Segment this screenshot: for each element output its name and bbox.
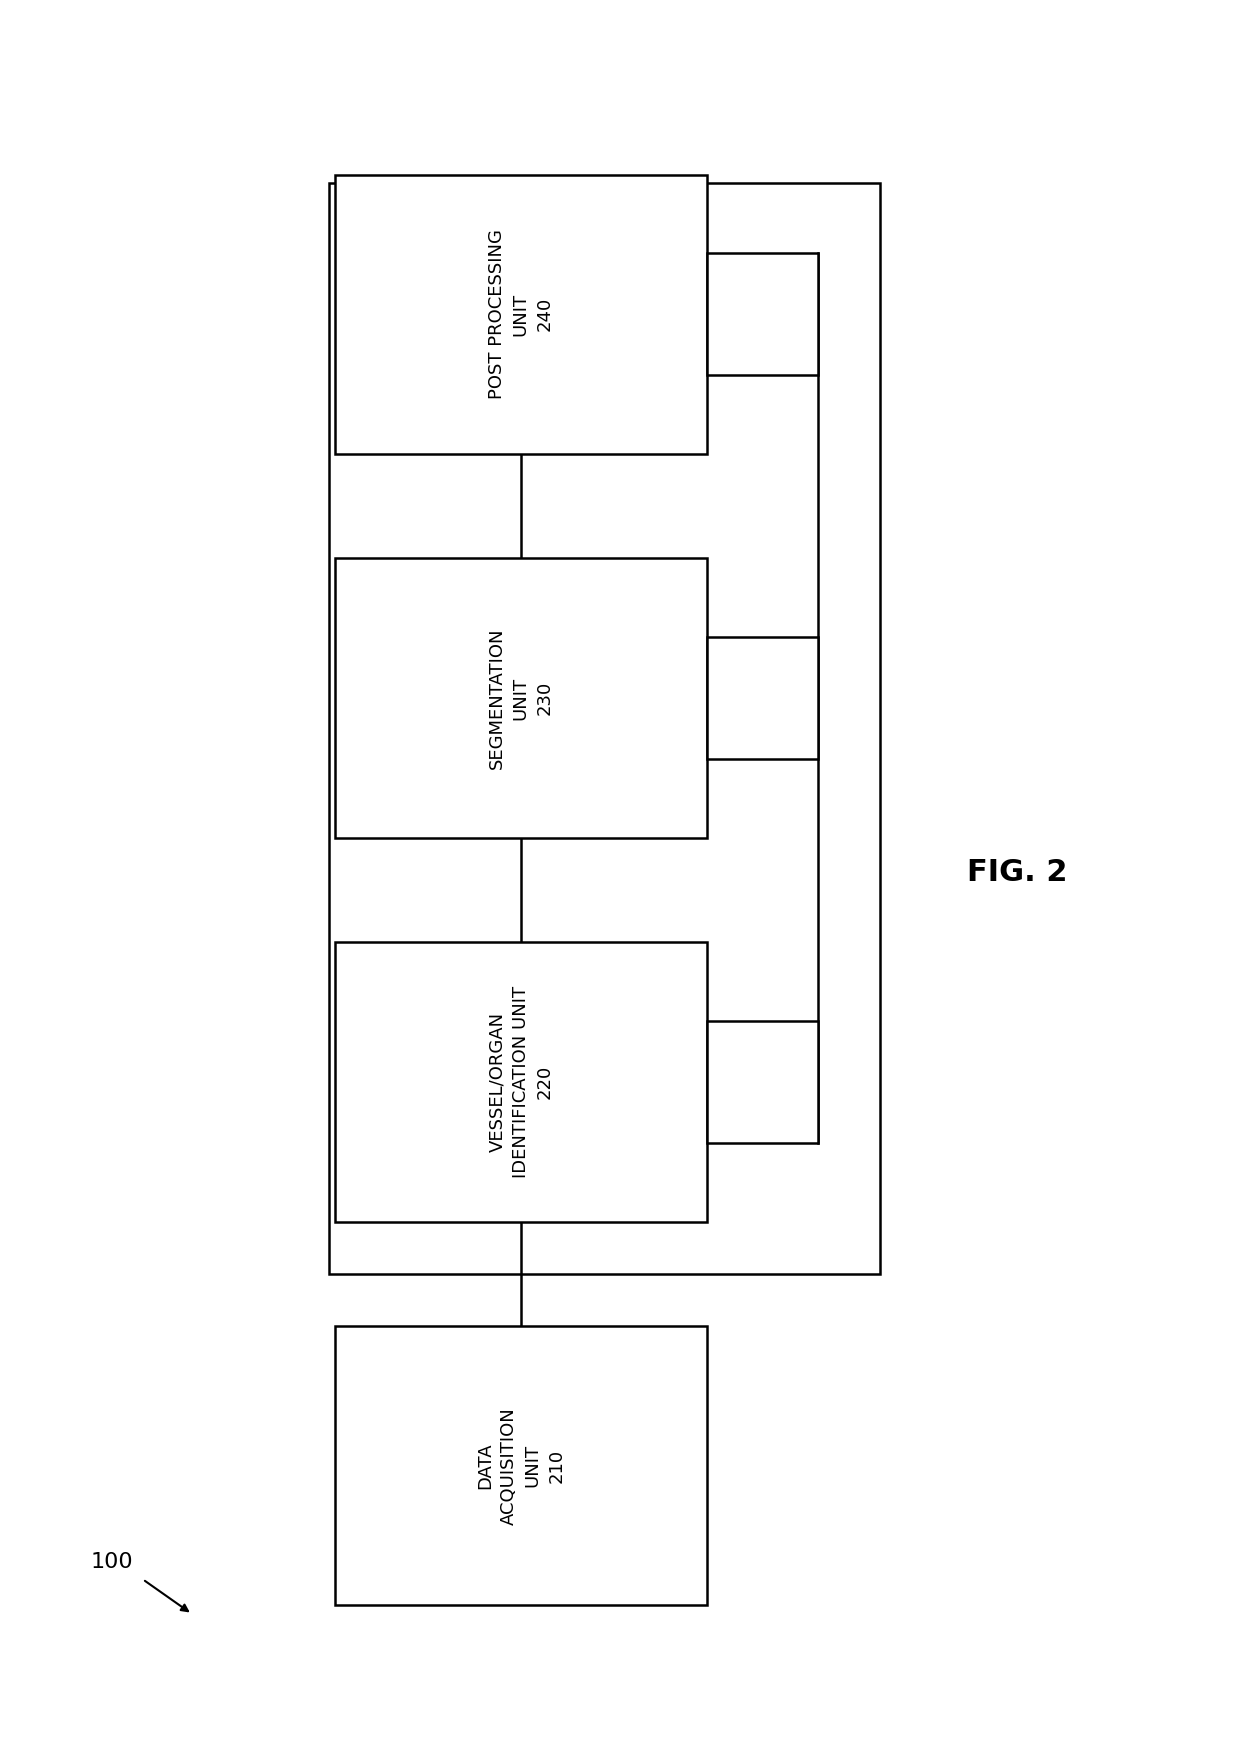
Text: DATA
ACQUISITION
UNIT
210: DATA ACQUISITION UNIT 210	[476, 1406, 565, 1525]
Text: POST PROCESSING
UNIT
240: POST PROCESSING UNIT 240	[489, 229, 553, 400]
Bar	[707, 637, 818, 759]
Bar	[329, 183, 880, 1274]
Bar	[335, 174, 707, 454]
Bar	[335, 558, 707, 838]
Bar	[335, 1326, 707, 1605]
Bar	[335, 942, 707, 1222]
Text: 100: 100	[91, 1551, 133, 1572]
Bar	[707, 253, 818, 375]
Text: VESSEL/ORGAN
IDENTIFICATION UNIT
220: VESSEL/ORGAN IDENTIFICATION UNIT 220	[489, 986, 553, 1178]
Bar	[707, 1021, 818, 1143]
Text: FIG. 2: FIG. 2	[966, 859, 1068, 886]
Text: SEGMENTATION
UNIT
230: SEGMENTATION UNIT 230	[489, 626, 553, 770]
